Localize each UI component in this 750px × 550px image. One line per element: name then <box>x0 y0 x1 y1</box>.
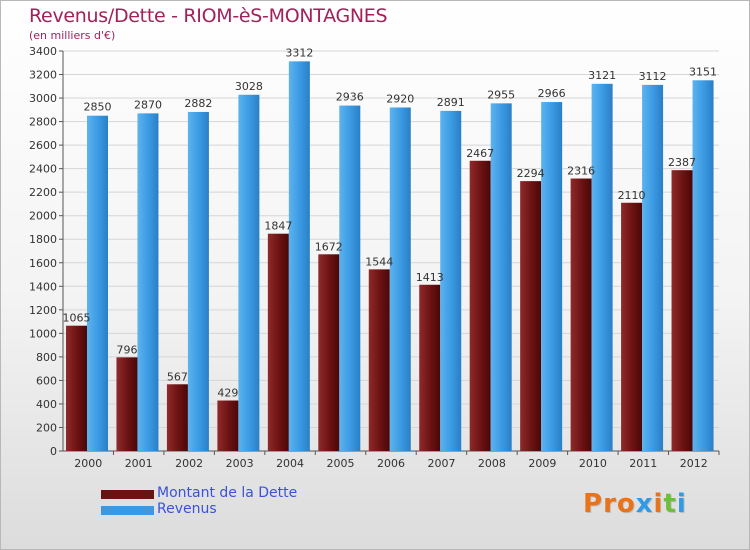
logo-letter: i <box>653 489 664 519</box>
proxiti-logo: Proxiti <box>583 489 687 519</box>
y-tick-label: 2000 <box>29 210 57 223</box>
data-label-revenue-2000: 2850 <box>84 101 112 114</box>
y-tick-label: 0 <box>50 445 57 458</box>
x-tick-label: 2005 <box>327 457 355 470</box>
y-tick-label: 2200 <box>29 186 57 199</box>
data-label-debt-2001: 796 <box>116 343 137 356</box>
bar-revenue-2010 <box>591 83 613 451</box>
bar-revenue-2003 <box>238 94 260 451</box>
x-tick-label: 2011 <box>629 457 657 470</box>
bar-debt-2010 <box>570 178 592 451</box>
legend-swatch-revenue <box>101 506 154 515</box>
y-tick-label: 1800 <box>29 233 57 246</box>
y-tick-label: 200 <box>36 421 57 434</box>
data-label-debt-2011: 2110 <box>618 189 646 202</box>
y-tick-label: 400 <box>36 398 57 411</box>
x-tick-label: 2001 <box>125 457 153 470</box>
bar-debt-2006 <box>368 269 390 451</box>
bar-revenue-2001 <box>137 113 159 452</box>
data-label-revenue-2002: 2882 <box>184 97 212 110</box>
data-label-revenue-2001: 2870 <box>134 98 162 111</box>
bar-debt-2011 <box>621 202 643 451</box>
x-tick-label: 2012 <box>680 457 708 470</box>
y-tick-label: 2800 <box>29 116 57 129</box>
bar-revenue-2006 <box>389 107 411 452</box>
x-tick-label: 2009 <box>528 457 556 470</box>
data-label-revenue-2004: 3312 <box>285 46 313 59</box>
data-label-debt-2004: 1847 <box>264 220 292 233</box>
x-tick-label: 2006 <box>377 457 405 470</box>
y-tick-label: 2600 <box>29 139 57 152</box>
y-tick-label: 1000 <box>29 327 57 340</box>
bar-debt-2002 <box>166 384 188 451</box>
data-label-revenue-2012: 3151 <box>689 65 717 78</box>
x-tick-label: 2003 <box>226 457 254 470</box>
bar-revenue-2007 <box>440 110 462 451</box>
data-label-debt-2006: 1544 <box>365 255 393 268</box>
logo-letter: o <box>616 489 636 519</box>
data-label-revenue-2009: 2966 <box>538 87 566 100</box>
x-tick-label: 2002 <box>175 457 203 470</box>
bar-debt-2008 <box>469 160 491 451</box>
data-label-revenue-2003: 3028 <box>235 80 263 93</box>
data-label-debt-2002: 567 <box>167 370 188 383</box>
legend-swatch-debt <box>101 490 154 499</box>
data-label-debt-2003: 429 <box>217 387 238 400</box>
bar-revenue-2012 <box>692 80 714 451</box>
y-tick-label: 1200 <box>29 304 57 317</box>
data-label-debt-2009: 2294 <box>517 167 545 180</box>
data-label-debt-2010: 2316 <box>567 165 595 178</box>
legend-label-debt: Montant de la Dette <box>157 485 298 501</box>
logo-letter: P <box>583 489 604 519</box>
chart-subtitle: (en milliers d'€) <box>29 29 116 42</box>
bar-revenue-2002 <box>187 111 209 452</box>
logo-letter: x <box>635 489 654 519</box>
data-label-revenue-2011: 3112 <box>639 70 667 83</box>
bar-revenue-2005 <box>339 105 361 452</box>
data-label-debt-2007: 1413 <box>416 271 444 284</box>
bar-debt-2009 <box>520 181 542 451</box>
data-label-revenue-2005: 2936 <box>336 91 364 104</box>
bar-debt-2007 <box>419 284 441 451</box>
data-label-revenue-2007: 2891 <box>437 96 465 109</box>
bar-debt-2005 <box>318 254 340 451</box>
y-tick-label: 1400 <box>29 280 57 293</box>
x-tick-label: 2000 <box>74 457 102 470</box>
x-tick-label: 2010 <box>579 457 607 470</box>
bar-revenue-2011 <box>642 84 664 451</box>
y-tick-label: 3200 <box>29 69 57 82</box>
bar-debt-2000 <box>66 325 87 451</box>
data-label-debt-2012: 2387 <box>668 156 696 169</box>
data-label-revenue-2008: 2955 <box>487 88 515 101</box>
y-tick-label: 800 <box>36 351 57 364</box>
bar-revenue-2008 <box>490 103 512 452</box>
logo-letter: t <box>663 489 677 519</box>
bar-debt-2001 <box>116 357 138 451</box>
data-label-revenue-2006: 2920 <box>386 92 414 105</box>
bar-revenue-2009 <box>541 102 563 451</box>
bar-revenue-2000 <box>87 115 108 452</box>
data-label-debt-2008: 2467 <box>466 147 494 160</box>
bar-debt-2004 <box>267 233 289 451</box>
bar-revenue-2004 <box>288 61 310 452</box>
chart-title: Revenus/Dette - RIOM-èS-MONTAGNES <box>29 5 388 27</box>
y-tick-label: 600 <box>36 374 57 387</box>
y-tick-label: 2400 <box>29 163 57 176</box>
x-tick-label: 2008 <box>478 457 506 470</box>
bar-debt-2003 <box>217 400 239 451</box>
bar-debt-2012 <box>671 170 693 452</box>
x-tick-label: 2004 <box>276 457 304 470</box>
logo-letter: r <box>603 489 617 519</box>
logo-letter: i <box>676 489 687 519</box>
data-label-debt-2005: 1672 <box>315 240 343 253</box>
y-tick-label: 3000 <box>29 92 57 105</box>
legend-label-revenue: Revenus <box>157 501 217 517</box>
data-label-revenue-2010: 3121 <box>588 69 616 82</box>
y-tick-label: 1600 <box>29 257 57 270</box>
y-tick-label: 3400 <box>29 45 57 58</box>
data-label-debt-2000: 1065 <box>63 312 91 325</box>
x-tick-label: 2007 <box>427 457 455 470</box>
